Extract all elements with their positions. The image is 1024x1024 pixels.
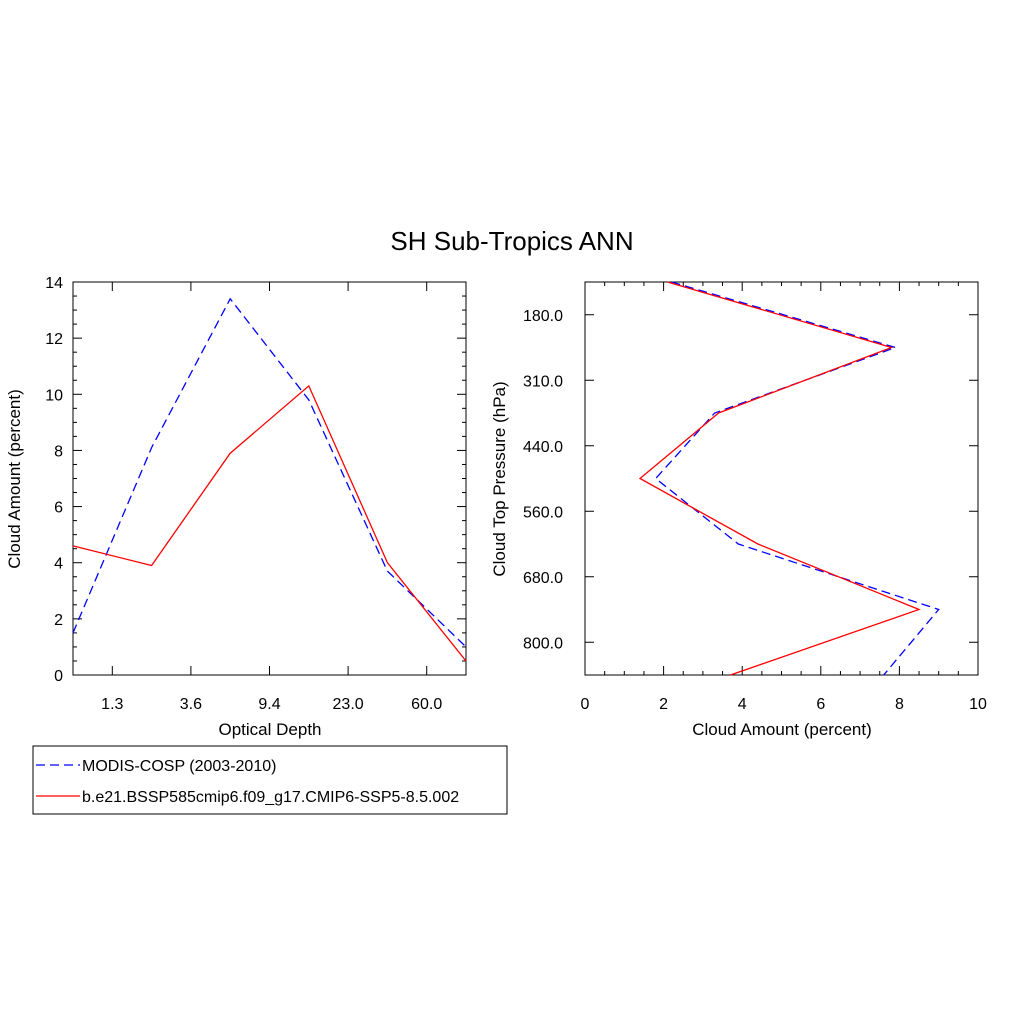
- left-y-tick-label: 2: [54, 612, 63, 629]
- right-x-axis-label: Cloud Amount (percent): [692, 720, 872, 739]
- left-x-axis-label: Optical Depth: [219, 720, 322, 739]
- right-series-model-line: [638, 281, 921, 676]
- right-y-tick-label: 440.0: [523, 439, 563, 456]
- legend-label-model: b.e21.BSSP585cmip6.f09_g17.CMIP6-SSP5-8.…: [82, 789, 459, 806]
- left-y-tick-label: 12: [45, 331, 63, 348]
- left-series-modis-line: [72, 297, 467, 648]
- chart-title: SH Sub-Tropics ANN: [390, 226, 633, 256]
- right-ticks: 0 2 4 6 8 10 180.0 310.0 440.0 560.0 680.0 800.0: [523, 282, 987, 713]
- left-y-axis-label: Cloud Amount (percent): [5, 389, 24, 569]
- left-plot-frame: [72, 281, 467, 676]
- right-x-tick-label: 0: [581, 696, 590, 713]
- left-y-tick-label: 6: [54, 500, 63, 517]
- right-series-modis-line: [654, 281, 940, 676]
- legend-label-modis: MODIS-COSP (2003-2010): [82, 758, 276, 775]
- left-x-tick-label: 1.3: [101, 696, 123, 713]
- right-series: [638, 281, 940, 676]
- left-y-tick-label: 14: [45, 275, 63, 292]
- right-y-tick-label: 680.0: [523, 570, 563, 587]
- right-x-tick-label: 10: [969, 696, 987, 713]
- right-y-tick-label: 180.0: [523, 308, 563, 325]
- left-x-tick-label: 23.0: [333, 696, 364, 713]
- left-x-tick-label: 9.4: [258, 696, 280, 713]
- legend: MODIS-COSP (2003-2010) b.e21.BSSP585cmip…: [32, 745, 508, 815]
- right-x-tick-label: 2: [659, 696, 668, 713]
- right-y-tick-label: 800.0: [523, 635, 563, 652]
- left-y-tick-label: 0: [54, 668, 63, 685]
- legend-frame: [32, 745, 508, 815]
- right-x-tick-label: 4: [738, 696, 747, 713]
- optical-depth-panel: 0 2 4 6 8 10 12 14 1.3 3.6 9.4 23.0 60.0 Optical Dep…: [5, 275, 467, 739]
- left-series-model-line: [72, 384, 467, 662]
- left-y-tick-label: 4: [54, 556, 63, 573]
- right-y-axis-label: Cloud Top Pressure (hPa): [490, 381, 509, 576]
- right-y-tick-label: 560.0: [523, 504, 563, 521]
- pressure-panel: 0 2 4 6 8 10 180.0 310.0 440.0 560.0 680.0 800.0 Cl…: [490, 281, 987, 739]
- right-x-tick-label: 8: [895, 696, 904, 713]
- right-plot-frame: [584, 281, 979, 676]
- left-y-tick-label: 10: [45, 387, 63, 404]
- left-ticks: 0 2 4 6 8 10 12 14 1.3 3.6 9.4 23.0 60.0: [45, 275, 466, 713]
- left-series: [72, 297, 467, 662]
- right-x-tick-label: 6: [816, 696, 825, 713]
- left-y-tick-label: 8: [54, 443, 63, 460]
- left-x-tick-label: 3.6: [180, 696, 202, 713]
- right-y-tick-label: 310.0: [523, 373, 563, 390]
- left-x-tick-label: 60.0: [411, 696, 442, 713]
